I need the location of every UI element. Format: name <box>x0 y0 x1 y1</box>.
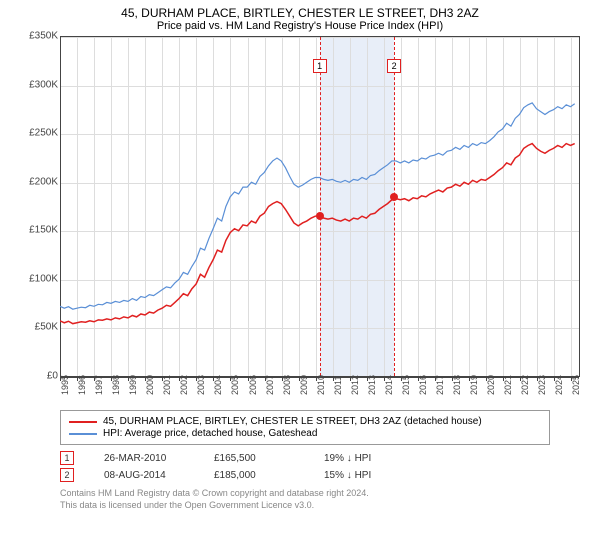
legend: 45, DURHAM PLACE, BIRTLEY, CHESTER LE ST… <box>60 410 550 445</box>
chart-title: 45, DURHAM PLACE, BIRTLEY, CHESTER LE ST… <box>10 6 590 20</box>
x-tick-label: 2003 <box>196 375 206 395</box>
legend-swatch <box>69 433 97 435</box>
x-tick-label: 1995 <box>60 375 70 395</box>
series-line-hpi <box>60 103 575 309</box>
line-series-svg <box>60 37 579 376</box>
plot-region: 12 <box>60 36 580 376</box>
x-tick-label: 2017 <box>435 375 445 395</box>
x-tick-label: 2021 <box>503 375 513 395</box>
legend-swatch <box>69 421 97 423</box>
sales-table: 1 26-MAR-2010 £165,500 19% ↓ HPI 2 08-AUG-201… <box>60 451 590 482</box>
x-tick-label: 2008 <box>282 375 292 395</box>
y-tick-label: £50K <box>35 322 58 333</box>
x-tick-label: 2012 <box>350 375 360 395</box>
y-tick-label: £150K <box>29 225 58 236</box>
x-tick-label: 2009 <box>299 375 309 395</box>
x-tick-label: 2004 <box>213 375 223 395</box>
x-tick-label: 2020 <box>486 375 496 395</box>
x-tick-label: 2018 <box>452 375 462 395</box>
x-tick-label: 1998 <box>111 375 121 395</box>
legend-row: 45, DURHAM PLACE, BIRTLEY, CHESTER LE ST… <box>69 416 541 427</box>
sale-dot <box>316 212 324 220</box>
x-tick-label: 1999 <box>128 375 138 395</box>
x-tick-label: 2016 <box>418 375 428 395</box>
sale-price: £185,000 <box>214 470 294 481</box>
x-tick-label: 2025 <box>571 375 581 395</box>
footnote: Contains HM Land Registry data © Crown c… <box>60 488 590 511</box>
series-line-property <box>60 144 575 324</box>
x-tick-label: 2023 <box>537 375 547 395</box>
y-tick-label: £100K <box>29 273 58 284</box>
sale-date: 26-MAR-2010 <box>104 453 184 464</box>
x-tick-label: 2022 <box>520 375 530 395</box>
x-tick-label: 2024 <box>554 375 564 395</box>
legend-label: HPI: Average price, detached house, Gate… <box>103 428 317 439</box>
x-tick-label: 2013 <box>367 375 377 395</box>
y-tick-label: £200K <box>29 176 58 187</box>
sale-marker-box: 2 <box>387 59 401 73</box>
x-axis: 1995 1996 1997 1998 1999 2000 2001 2002 2003 2004… <box>60 376 580 406</box>
x-tick-label: 2010 <box>316 375 326 395</box>
sale-marker-box: 1 <box>313 59 327 73</box>
sale-vs-hpi: 19% ↓ HPI <box>324 453 404 464</box>
y-axis: £0£50K£100K£150K£200K£250K£300K£350K <box>20 36 60 376</box>
chart-subtitle: Price paid vs. HM Land Registry's House … <box>10 20 590 32</box>
x-tick-label: 2015 <box>401 375 411 395</box>
x-tick-label: 2000 <box>145 375 155 395</box>
x-tick-label: 1996 <box>77 375 87 395</box>
sale-dot <box>390 193 398 201</box>
x-tick-label: 2019 <box>469 375 479 395</box>
sale-price: £165,500 <box>214 453 294 464</box>
footnote-line-1: Contains HM Land Registry data © Crown c… <box>60 488 590 500</box>
y-tick-label: £0 <box>47 371 58 382</box>
sale-marker-icon: 1 <box>60 451 74 465</box>
sale-marker-icon: 2 <box>60 468 74 482</box>
y-tick-label: £300K <box>29 79 58 90</box>
legend-row: HPI: Average price, detached house, Gate… <box>69 428 541 439</box>
sales-table-row: 1 26-MAR-2010 £165,500 19% ↓ HPI <box>60 451 590 465</box>
x-tick-label: 2002 <box>179 375 189 395</box>
chart-area: £0£50K£100K£150K£200K£250K£300K£350K 12 … <box>20 36 580 406</box>
x-tick-label: 2001 <box>162 375 172 395</box>
x-tick-label: 1997 <box>94 375 104 395</box>
y-tick-label: £350K <box>29 31 58 42</box>
sale-date: 08-AUG-2014 <box>104 470 184 481</box>
sales-table-row: 2 08-AUG-2014 £185,000 15% ↓ HPI <box>60 468 590 482</box>
x-tick-label: 2006 <box>248 375 258 395</box>
y-tick-label: £250K <box>29 128 58 139</box>
x-tick-label: 2005 <box>230 375 240 395</box>
sale-vs-hpi: 15% ↓ HPI <box>324 470 404 481</box>
x-tick-label: 2011 <box>333 376 343 395</box>
x-tick-label: 2014 <box>384 375 394 395</box>
footnote-line-2: This data is licensed under the Open Gov… <box>60 500 590 512</box>
legend-label: 45, DURHAM PLACE, BIRTLEY, CHESTER LE ST… <box>103 416 482 427</box>
x-tick-label: 2007 <box>265 375 275 395</box>
